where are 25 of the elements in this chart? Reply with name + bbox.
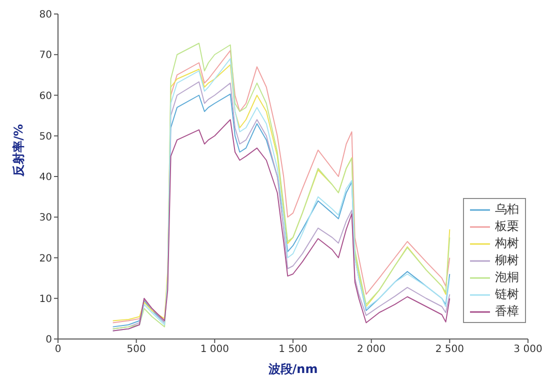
x-axis-title: 波段/nm: [267, 362, 318, 376]
legend-label: 香樟: [495, 303, 519, 320]
y-tick-label: 20: [39, 253, 52, 264]
y-tick-label: 80: [39, 10, 52, 21]
y-tick-label: 10: [39, 294, 52, 305]
legend-label: 柳树: [495, 252, 519, 269]
y-axis-title: 反射率/%: [11, 124, 26, 178]
x-tick-label: 500: [126, 344, 146, 356]
legend-label: 链树: [495, 286, 519, 303]
x-tick-label: 1 000: [200, 344, 229, 356]
y-tick-label: 50: [39, 131, 52, 142]
x-tick-label: 2 500: [435, 344, 464, 356]
legend-label: 板栗: [495, 218, 519, 235]
y-tick-label: 70: [39, 50, 52, 62]
y-tick-label: 40: [39, 172, 52, 184]
legend-label: 泡桐: [495, 269, 519, 286]
x-tick-label: 3 000: [514, 344, 542, 356]
y-tick-label: 60: [39, 90, 52, 102]
y-tick-label: 30: [39, 212, 52, 224]
x-tick-label: 1 500: [278, 344, 308, 356]
legend-label: 乌桕: [495, 201, 519, 218]
x-tick-label: 2 000: [357, 344, 386, 356]
legend-label: 构树: [495, 235, 519, 252]
x-tick-label: 0: [54, 344, 62, 356]
y-tick-label: 0: [46, 334, 52, 346]
